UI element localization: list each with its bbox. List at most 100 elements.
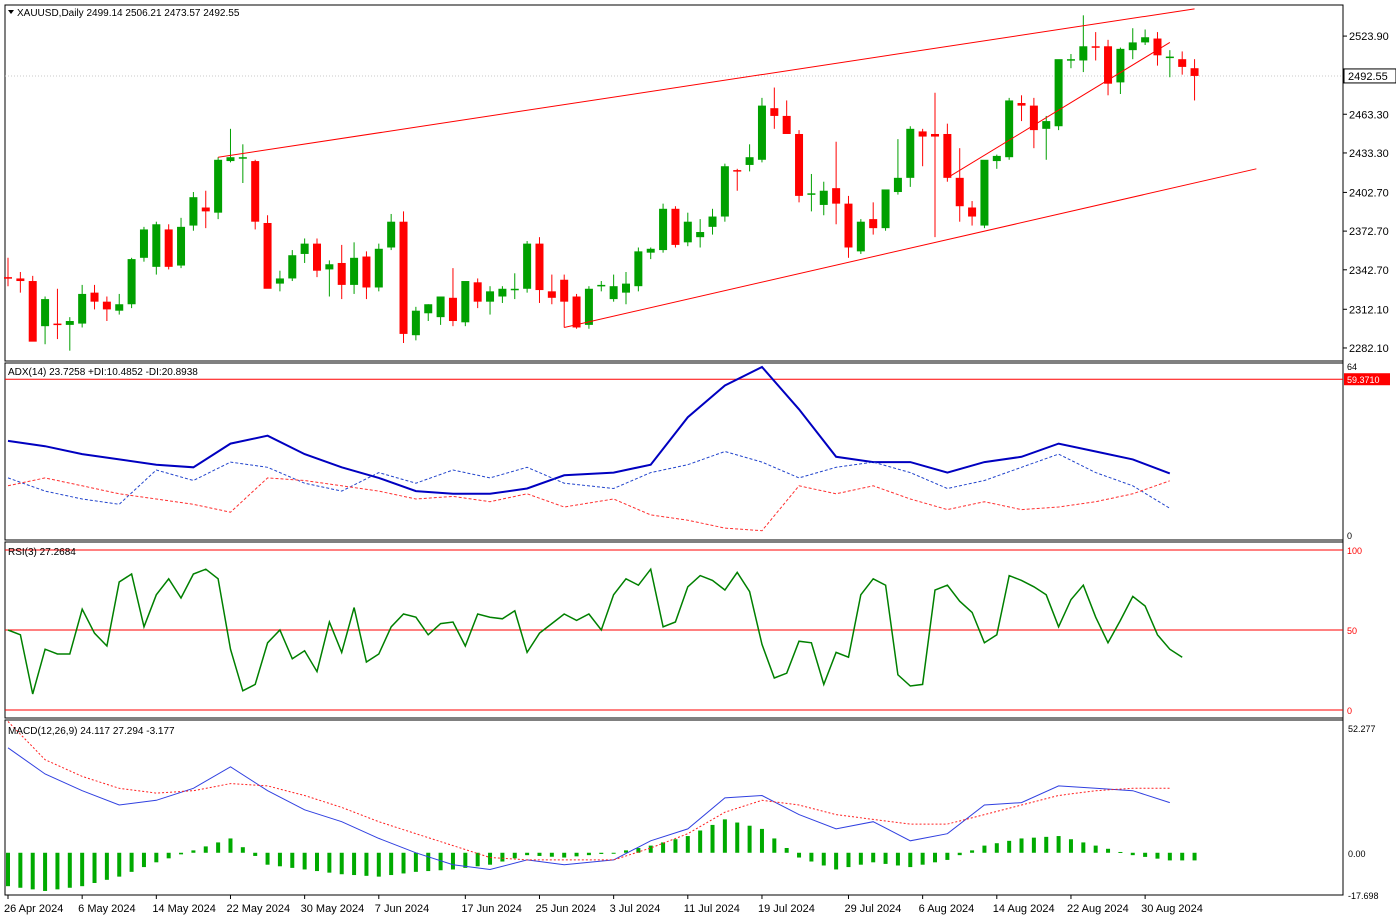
macd-histogram-bar <box>30 852 35 890</box>
macd-histogram-bar <box>698 830 703 853</box>
dropdown-triangle-icon[interactable] <box>8 10 14 14</box>
candle <box>609 274 618 302</box>
candle-body <box>1005 100 1014 158</box>
candle <box>152 221 161 275</box>
macd-histogram-bar <box>1081 842 1086 853</box>
rsi-series-line <box>7 567 1183 695</box>
candle <box>980 159 989 229</box>
macd-histogram-bar <box>722 819 727 853</box>
candle <box>436 296 445 325</box>
time-tick-label: 11 Jul 2024 <box>684 903 740 915</box>
time-tick-label: 30 May 2024 <box>301 903 365 915</box>
macd-histogram-bar <box>228 838 233 853</box>
candle <box>634 247 643 292</box>
macd-histogram-bar <box>450 852 455 870</box>
candle <box>893 139 902 195</box>
candle-body <box>992 155 1001 162</box>
candle-body <box>782 115 791 134</box>
macd-histogram-bar <box>166 852 171 859</box>
candle <box>473 278 482 309</box>
candle <box>881 189 890 231</box>
candle-body <box>1079 46 1088 61</box>
macd-histogram-bar <box>784 847 789 853</box>
candle-body <box>683 221 692 243</box>
macd-histogram-bar <box>549 852 554 857</box>
time-tick-label: 29 Jul 2024 <box>844 903 901 915</box>
macd-histogram-bar <box>512 852 517 859</box>
candle-body <box>53 323 62 326</box>
macd-histogram-bar <box>1130 852 1135 856</box>
current-price-badge <box>1343 68 1396 84</box>
macd-line <box>7 747 1170 871</box>
macd-histogram-bar <box>759 828 764 853</box>
candle <box>374 243 383 292</box>
candle-body <box>535 243 544 291</box>
macd-histogram-bar <box>574 852 579 857</box>
candle-body <box>102 301 111 310</box>
time-tick-label: 6 May 2024 <box>78 903 135 915</box>
candle-body <box>214 159 223 213</box>
candle-body <box>572 296 581 328</box>
macd-title: MACD(12,26,9) 24.117 27.294 -3.177 <box>8 726 175 737</box>
macd-histogram-bar <box>1031 837 1036 853</box>
macd-histogram-bar <box>895 852 900 866</box>
candle-body <box>584 288 593 325</box>
candle <box>671 206 680 248</box>
macd-tick-label: -17.698 <box>1348 891 1379 901</box>
candle <box>424 304 433 322</box>
candle <box>572 293 581 329</box>
macd-histogram-bar <box>364 852 369 876</box>
candle-body <box>4 277 12 279</box>
macd-histogram-bar <box>80 852 85 887</box>
macd-histogram-bar <box>809 852 814 862</box>
candle-body <box>461 281 470 323</box>
macd-histogram-bar <box>772 838 777 853</box>
time-tick-label: 6 Aug 2024 <box>919 903 975 915</box>
candle <box>795 130 804 203</box>
candle <box>313 238 321 278</box>
candle-body <box>869 219 878 229</box>
macd-histogram-bar <box>636 847 641 853</box>
candle <box>1066 54 1075 69</box>
macd-histogram-bar <box>129 852 134 872</box>
macd-histogram-bar <box>18 852 23 888</box>
candle <box>448 268 457 327</box>
candle-body <box>918 131 927 137</box>
candle <box>844 195 853 258</box>
candle-body <box>313 243 321 271</box>
macd-histogram-bar <box>586 852 591 856</box>
candle-body <box>832 188 841 204</box>
candle-body <box>288 255 297 279</box>
candle-body <box>745 157 754 165</box>
candle <box>90 284 99 310</box>
axes: 2523.90 2463.30 2433.30 2402.70 2372.70 2342.… <box>4 31 1396 915</box>
candle-body <box>646 248 655 253</box>
candle <box>350 242 359 294</box>
candle <box>918 128 927 167</box>
trend-line <box>564 168 1257 328</box>
candle <box>943 123 952 182</box>
candle <box>745 144 754 172</box>
candle-body <box>893 177 902 193</box>
candle-body <box>795 133 804 196</box>
candle-body <box>1029 105 1038 131</box>
macd-histogram-bar <box>846 852 851 868</box>
macd-histogram-bar <box>599 852 604 854</box>
candle <box>78 284 87 328</box>
candle <box>41 296 50 345</box>
macd-histogram-bar <box>624 850 628 853</box>
candle-body <box>325 264 334 270</box>
candle-body <box>226 157 235 162</box>
candle-body <box>498 288 507 297</box>
candle <box>1165 50 1174 78</box>
time-tick-label: 17 Jun 2024 <box>461 903 522 915</box>
candle-body <box>263 222 272 289</box>
macd-histogram-bar <box>1044 836 1049 853</box>
candle-body <box>968 207 977 217</box>
candle-body <box>1066 59 1075 61</box>
time-tick-label: 22 Aug 2024 <box>1067 903 1129 915</box>
candle <box>1116 47 1125 94</box>
macd-histogram-bar <box>1167 852 1172 861</box>
